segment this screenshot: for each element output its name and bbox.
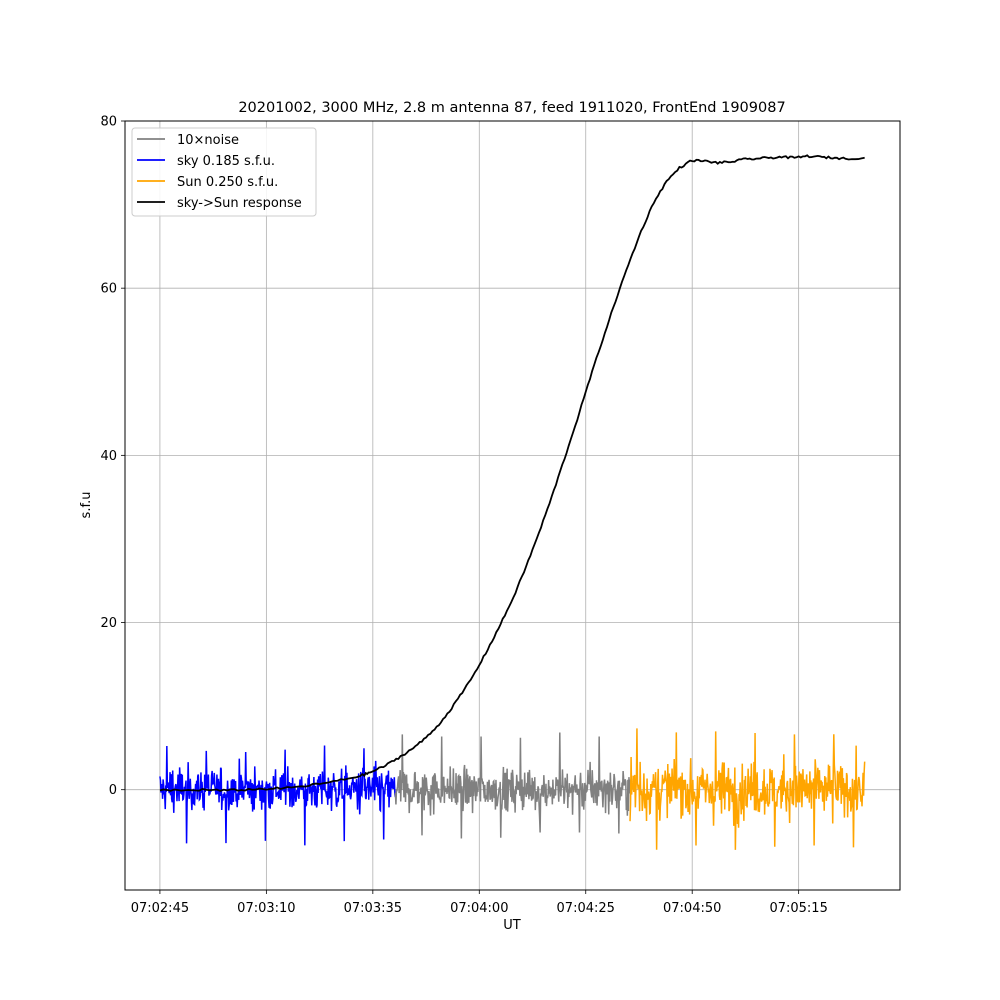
sky-series-line [159,745,397,846]
chart-title: 20201002, 3000 MHz, 2.8 m antenna 87, fe… [238,100,785,116]
y-tick-label: 80 [100,115,117,130]
plot-series [159,154,866,850]
x-tick-label: 07:04:00 [450,901,508,916]
x-axis-label: UT [503,918,521,933]
x-tick-label: 07:04:25 [557,901,615,916]
x-tick-label: 07:02:45 [131,901,189,916]
legend-label: 10×noise [177,133,239,148]
y-tick-label: 0 [109,783,117,798]
axis-ticks: 07:02:45 07:03:10 07:03:35 07:04:00 07:04:25… [100,115,827,917]
legend-box [131,127,317,217]
legend-label: sky->Sun response [177,196,302,211]
axes-frame [124,120,901,891]
noise-series-line [394,732,631,839]
x-tick-label: 07:03:35 [344,901,402,916]
y-tick-label: 40 [100,449,117,464]
y-tick-label: 20 [100,616,117,631]
x-tick-label: 07:04:50 [663,901,721,916]
y-tick-label: 60 [100,282,117,297]
legend: 10×noise sky 0.185 s.f.u. Sun 0.250 s.f.u.… [131,127,317,217]
legend-label: sky 0.185 s.f.u. [177,154,275,169]
x-tick-label: 07:03:10 [237,901,295,916]
x-tick-label: 07:05:15 [769,901,827,916]
legend-label: Sun 0.250 s.f.u. [177,175,278,190]
sun-series-line [629,728,866,850]
y-axis-label: s.f.u [79,492,94,519]
response-series-line [159,154,865,792]
